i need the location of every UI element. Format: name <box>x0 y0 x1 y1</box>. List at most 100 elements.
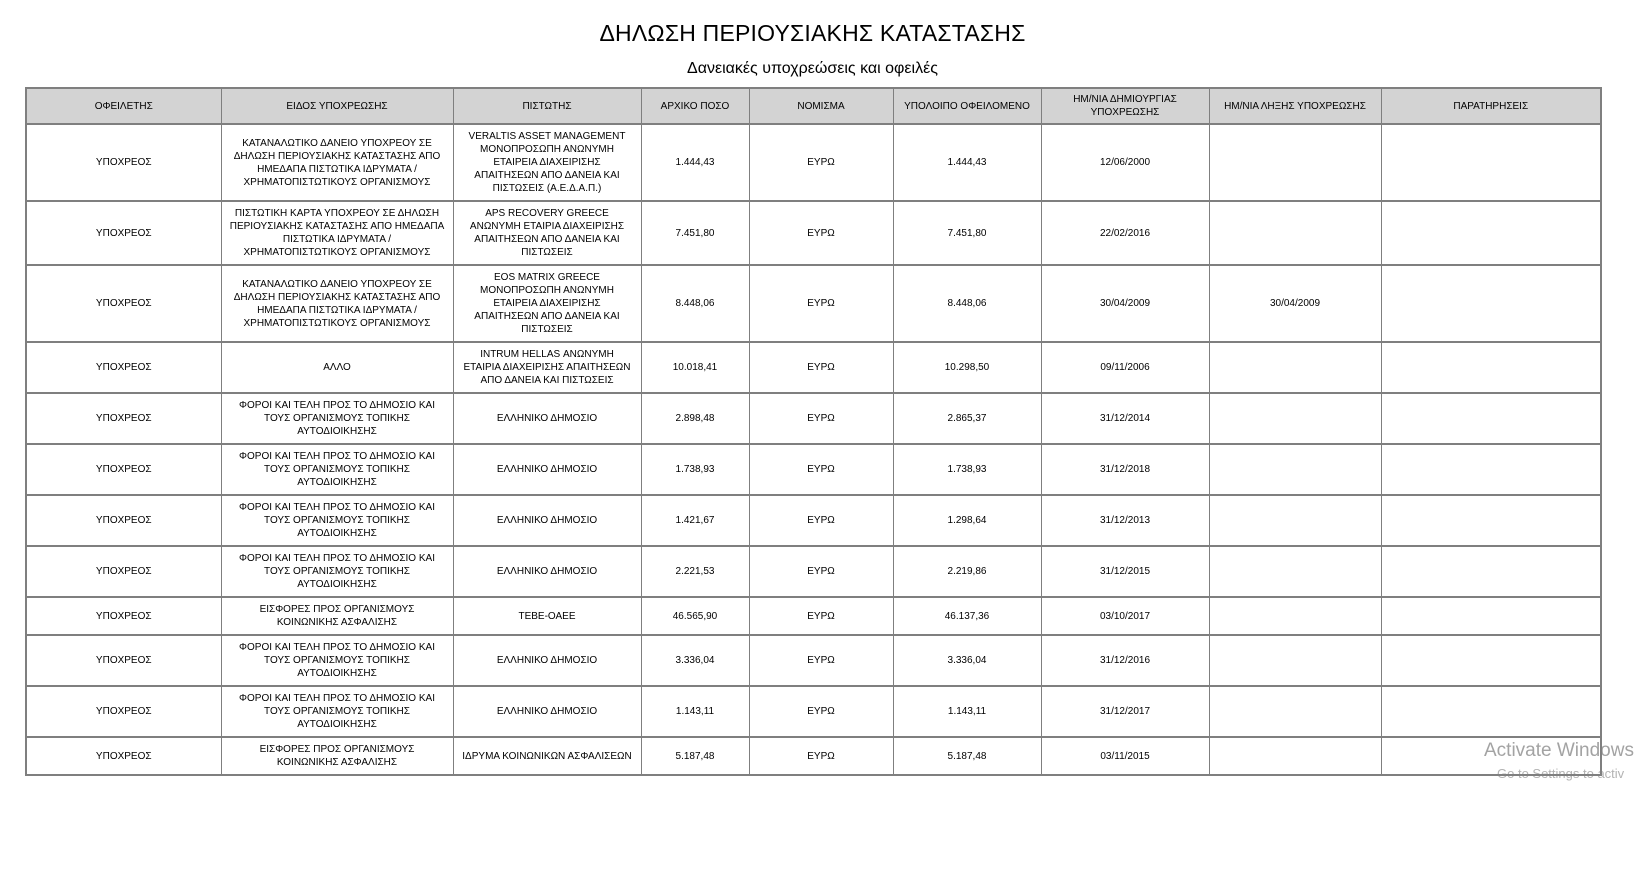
cell-initial-amount: 1.444,43 <box>640 123 750 202</box>
cell-remaining-balance: 46.137,36 <box>892 596 1042 636</box>
column-header-end-date: ΗΜ/ΝΙΑ ΛΗΞΗΣ ΥΠΟΧΡΕΩΣΗΣ <box>1208 87 1382 125</box>
cell-notes <box>1380 341 1602 394</box>
cell-creditor: ΕΛΛΗΝΙΚΟ ΔΗΜΟΣΙΟ <box>452 392 642 445</box>
column-header-currency: ΝΟΜΙΣΜΑ <box>748 87 894 125</box>
cell-currency: ΕΥΡΩ <box>748 685 894 738</box>
cell-creditor: INTRUM HELLAS ΑΝΩΝΥΜΗ ΕΤΑΙΡΙΑ ΔΙΑΧΕΙΡΙΣΗ… <box>452 341 642 394</box>
cell-obligation-type: ΚΑΤΑΝΑΛΩΤΙΚΟ ΔΑΝΕΙΟ ΥΠΟΧΡΕΟΥ ΣΕ ΔΗΛΩΣΗ Π… <box>220 264 454 343</box>
cell-currency: ΕΥΡΩ <box>748 341 894 394</box>
page-title: ΔΗΛΩΣΗ ΠΕΡΙΟΥΣΙΑΚΗΣ ΚΑΤΑΣΤΑΣΗΣ <box>599 20 1026 46</box>
cell-remaining-balance: 2.219,86 <box>892 545 1042 598</box>
cell-initial-amount: 2.221,53 <box>640 545 750 598</box>
header-row: ΟΦΕΙΛΕΤΗΣ ΕΙΔΟΣ ΥΠΟΧΡΕΩΣΗΣ ΠΙΣΤΩΤΗΣ ΑΡΧΙΚΟ … <box>25 87 1602 125</box>
cell-obligation-type: ΦΟΡΟΙ ΚΑΙ ΤΕΛΗ ΠΡΟΣ ΤΟ ΔΗΜΟΣΙΟ ΚΑΙ ΤΟΥΣ … <box>220 494 454 547</box>
cell-end-date <box>1208 123 1382 202</box>
cell-initial-amount: 5.187,48 <box>640 736 750 776</box>
cell-remaining-balance: 10.298,50 <box>892 341 1042 394</box>
cell-creditor: VERALTIS ASSET MANAGEMENT ΜΟΝΟΠΡΟΣΩΠΗ ΑΝ… <box>452 123 642 202</box>
cell-end-date <box>1208 392 1382 445</box>
cell-creditor: ΤΕΒΕ-ΟΑΕΕ <box>452 596 642 636</box>
cell-currency: ΕΥΡΩ <box>748 264 894 343</box>
cell-debtor: ΥΠΟΧΡΕΟΣ <box>25 736 222 776</box>
loan-obligations-table: ΟΦΕΙΛΕΤΗΣ ΕΙΔΟΣ ΥΠΟΧΡΕΩΣΗΣ ΠΙΣΤΩΤΗΣ ΑΡΧΙΚΟ … <box>25 87 1602 776</box>
cell-creation-date: 12/06/2000 <box>1040 123 1210 202</box>
column-header-debtor: ΟΦΕΙΛΕΤΗΣ <box>25 87 222 125</box>
cell-debtor: ΥΠΟΧΡΕΟΣ <box>25 341 222 394</box>
cell-currency: ΕΥΡΩ <box>748 596 894 636</box>
table-body: ΥΠΟΧΡΕΟΣ ΚΑΤΑΝΑΛΩΤΙΚΟ ΔΑΝΕΙΟ ΥΠΟΧΡΕΟΥ ΣΕ … <box>25 123 1602 776</box>
cell-obligation-type: ΦΟΡΟΙ ΚΑΙ ΤΕΛΗ ΠΡΟΣ ΤΟ ΔΗΜΟΣΙΟ ΚΑΙ ΤΟΥΣ … <box>220 685 454 738</box>
cell-debtor: ΥΠΟΧΡΕΟΣ <box>25 123 222 202</box>
cell-end-date <box>1208 443 1382 496</box>
cell-debtor: ΥΠΟΧΡΕΟΣ <box>25 685 222 738</box>
cell-creation-date: 31/12/2014 <box>1040 392 1210 445</box>
cell-notes <box>1380 123 1602 202</box>
cell-notes <box>1380 264 1602 343</box>
cell-debtor: ΥΠΟΧΡΕΟΣ <box>25 392 222 445</box>
cell-debtor: ΥΠΟΧΡΕΟΣ <box>25 200 222 266</box>
cell-debtor: ΥΠΟΧΡΕΟΣ <box>25 443 222 496</box>
cell-initial-amount: 1.421,67 <box>640 494 750 547</box>
cell-currency: ΕΥΡΩ <box>748 200 894 266</box>
cell-end-date <box>1208 634 1382 687</box>
cell-remaining-balance: 8.448,06 <box>892 264 1042 343</box>
cell-creation-date: 31/12/2013 <box>1040 494 1210 547</box>
table-row: ΥΠΟΧΡΕΟΣ ΕΙΣΦΟΡΕΣ ΠΡΟΣ ΟΡΓΑΝΙΣΜΟΥΣ ΚΟΙΝΩΝ… <box>25 596 1602 636</box>
cell-obligation-type: ΦΟΡΟΙ ΚΑΙ ΤΕΛΗ ΠΡΟΣ ΤΟ ΔΗΜΟΣΙΟ ΚΑΙ ΤΟΥΣ … <box>220 443 454 496</box>
cell-initial-amount: 8.448,06 <box>640 264 750 343</box>
cell-currency: ΕΥΡΩ <box>748 392 894 445</box>
section-subtitle: Δανειακές υποχρεώσεις και οφειλές <box>687 60 938 77</box>
cell-initial-amount: 1.738,93 <box>640 443 750 496</box>
cell-end-date <box>1208 200 1382 266</box>
cell-creditor: ΕΛΛΗΝΙΚΟ ΔΗΜΟΣΙΟ <box>452 685 642 738</box>
cell-creation-date: 22/02/2016 <box>1040 200 1210 266</box>
cell-obligation-type: ΦΟΡΟΙ ΚΑΙ ΤΕΛΗ ΠΡΟΣ ΤΟ ΔΗΜΟΣΙΟ ΚΑΙ ΤΟΥΣ … <box>220 392 454 445</box>
table-row: ΥΠΟΧΡΕΟΣ ΚΑΤΑΝΑΛΩΤΙΚΟ ΔΑΝΕΙΟ ΥΠΟΧΡΕΟΥ ΣΕ … <box>25 123 1602 202</box>
cell-remaining-balance: 1.298,64 <box>892 494 1042 547</box>
table-row: ΥΠΟΧΡΕΟΣ ΦΟΡΟΙ ΚΑΙ ΤΕΛΗ ΠΡΟΣ ΤΟ ΔΗΜΟΣΙΟ Κ… <box>25 685 1602 738</box>
cell-creditor: APS RECOVERY GREECE ΑΝΩΝΥΜΗ ΕΤΑΙΡΙΑ ΔΙΑΧ… <box>452 200 642 266</box>
column-header-initial-amount: ΑΡΧΙΚΟ ΠΟΣΟ <box>640 87 750 125</box>
cell-obligation-type: ΚΑΤΑΝΑΛΩΤΙΚΟ ΔΑΝΕΙΟ ΥΠΟΧΡΕΟΥ ΣΕ ΔΗΛΩΣΗ Π… <box>220 123 454 202</box>
cell-obligation-type: ΠΙΣΤΩΤΙΚΗ ΚΑΡΤΑ ΥΠΟΧΡΕΟΥ ΣΕ ΔΗΛΩΣΗ ΠΕΡΙΟ… <box>220 200 454 266</box>
table-row: ΥΠΟΧΡΕΟΣ ΚΑΤΑΝΑΛΩΤΙΚΟ ΔΑΝΕΙΟ ΥΠΟΧΡΕΟΥ ΣΕ … <box>25 264 1602 343</box>
table-row: ΥΠΟΧΡΕΟΣ ΑΛΛΟ INTRUM HELLAS ΑΝΩΝΥΜΗ ΕΤΑΙΡΙ… <box>25 341 1602 394</box>
cell-end-date: 30/04/2009 <box>1208 264 1382 343</box>
cell-end-date <box>1208 545 1382 598</box>
cell-initial-amount: 10.018,41 <box>640 341 750 394</box>
cell-remaining-balance: 7.451,80 <box>892 200 1042 266</box>
cell-remaining-balance: 1.738,93 <box>892 443 1042 496</box>
table-row: ΥΠΟΧΡΕΟΣ ΕΙΣΦΟΡΕΣ ΠΡΟΣ ΟΡΓΑΝΙΣΜΟΥΣ ΚΟΙΝΩΝ… <box>25 736 1602 776</box>
cell-creation-date: 31/12/2017 <box>1040 685 1210 738</box>
cell-notes <box>1380 634 1602 687</box>
cell-creation-date: 31/12/2015 <box>1040 545 1210 598</box>
cell-obligation-type: ΦΟΡΟΙ ΚΑΙ ΤΕΛΗ ΠΡΟΣ ΤΟ ΔΗΜΟΣΙΟ ΚΑΙ ΤΟΥΣ … <box>220 634 454 687</box>
cell-remaining-balance: 1.444,43 <box>892 123 1042 202</box>
cell-obligation-type: ΦΟΡΟΙ ΚΑΙ ΤΕΛΗ ΠΡΟΣ ΤΟ ΔΗΜΟΣΙΟ ΚΑΙ ΤΟΥΣ … <box>220 545 454 598</box>
cell-debtor: ΥΠΟΧΡΕΟΣ <box>25 264 222 343</box>
table-row: ΥΠΟΧΡΕΟΣ ΦΟΡΟΙ ΚΑΙ ΤΕΛΗ ΠΡΟΣ ΤΟ ΔΗΜΟΣΙΟ Κ… <box>25 443 1602 496</box>
cell-currency: ΕΥΡΩ <box>748 736 894 776</box>
cell-creation-date: 31/12/2016 <box>1040 634 1210 687</box>
cell-remaining-balance: 3.336,04 <box>892 634 1042 687</box>
cell-currency: ΕΥΡΩ <box>748 634 894 687</box>
cell-debtor: ΥΠΟΧΡΕΟΣ <box>25 596 222 636</box>
cell-debtor: ΥΠΟΧΡΕΟΣ <box>25 545 222 598</box>
cell-creation-date: 03/10/2017 <box>1040 596 1210 636</box>
cell-notes <box>1380 443 1602 496</box>
cell-end-date <box>1208 341 1382 394</box>
cell-creation-date: 31/12/2018 <box>1040 443 1210 496</box>
cell-end-date <box>1208 685 1382 738</box>
cell-initial-amount: 46.565,90 <box>640 596 750 636</box>
column-header-obligation-type: ΕΙΔΟΣ ΥΠΟΧΡΕΩΣΗΣ <box>220 87 454 125</box>
cell-notes <box>1380 200 1602 266</box>
cell-creation-date: 09/11/2006 <box>1040 341 1210 394</box>
table-row: ΥΠΟΧΡΕΟΣ ΦΟΡΟΙ ΚΑΙ ΤΕΛΗ ΠΡΟΣ ΤΟ ΔΗΜΟΣΙΟ Κ… <box>25 634 1602 687</box>
cell-remaining-balance: 5.187,48 <box>892 736 1042 776</box>
cell-notes <box>1380 545 1602 598</box>
cell-debtor: ΥΠΟΧΡΕΟΣ <box>25 634 222 687</box>
cell-initial-amount: 2.898,48 <box>640 392 750 445</box>
table-row: ΥΠΟΧΡΕΟΣ ΠΙΣΤΩΤΙΚΗ ΚΑΡΤΑ ΥΠΟΧΡΕΟΥ ΣΕ ΔΗΛΩ… <box>25 200 1602 266</box>
cell-notes <box>1380 685 1602 738</box>
cell-end-date <box>1208 494 1382 547</box>
